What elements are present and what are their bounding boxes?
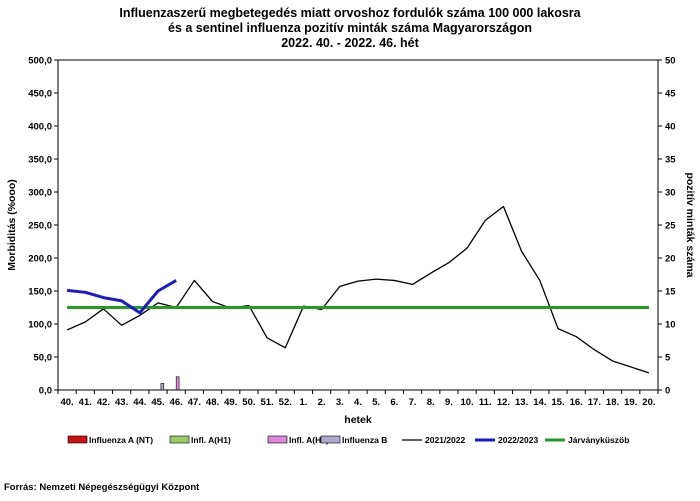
bar [175,376,180,391]
y-right-tick-label: 40 [665,122,676,133]
legend-label: Járványküszöb [568,435,629,445]
line-series-group [66,205,650,374]
y-axis-left-label: Morbiditás (%ooo) [6,179,18,271]
y-right-tick-label: 50 [665,56,676,67]
x-axis-label: hetek [344,414,372,426]
x-tick-label: 12. [497,397,510,408]
y-axis-left: 0,0 50,0 100,0 150,0 200,0 250,0 300,0 350,0 400… [28,56,58,397]
y-left-tick-label: 500,0 [28,56,52,67]
legend-label: Influenza B [342,435,387,445]
y-right-tick-label: 35 [665,155,676,166]
y-right-tick-label: 30 [665,188,676,199]
y-right-tick-label: 45 [665,89,676,100]
x-tick-label: 42. [97,397,110,408]
legend-label: 2021/2022 [425,435,465,445]
legend-label: Influenza A (NT) [89,435,153,445]
x-tick-label: 3. [336,397,344,408]
y-axis-right: 0 5 10 15 20 25 30 35 40 45 50 [658,56,676,397]
legend-label: 2022/2023 [498,435,538,445]
x-tick-label: 16. [570,397,583,408]
y-right-tick-label: 5 [665,353,671,364]
legend-swatch [267,435,288,444]
y-right-tick-label: 25 [665,221,676,232]
y-left-tick-label: 350,0 [28,155,52,166]
x-tick-label: 2. [318,397,326,408]
title-line-1: Influenzaszerű megbetegedés miatt orvosh… [119,6,581,20]
y-left-tick-label: 50,0 [34,353,53,364]
x-tick-label: 49. [224,397,237,408]
y-right-tick-label: 20 [665,254,676,265]
legend-label: Infl. A(H1) [191,435,231,445]
x-tick-label: 15. [551,397,564,408]
x-tick-label: 7. [409,397,417,408]
x-tick-label: 4. [354,397,362,408]
x-tick-label: 11. [479,397,492,408]
y-left-tick-label: 450,0 [28,89,52,100]
x-tick-label: 5. [372,397,380,408]
legend-swatch [67,435,88,444]
y-right-tick-label: 0 [665,386,670,397]
x-tick-label: 14. [533,397,546,408]
x-tick-label: 9. [445,397,453,408]
bar [160,383,165,391]
y-left-tick-label: 0,0 [39,386,52,397]
x-tick-label: 51. [260,397,273,408]
x-tick-label: 41. [79,397,92,408]
y-left-tick-label: 150,0 [28,287,52,298]
x-tick-label: 45. [151,397,164,408]
x-tick-label: 20. [642,397,655,408]
x-tick-label: 1. [299,397,307,408]
x-tick-label: 52. [279,397,292,408]
x-tick-label: 44. [133,397,146,408]
x-tick-label: 19. [624,397,637,408]
line-2022-2023 [66,279,177,315]
x-tick-label: 46. [170,397,183,408]
title-line-3: 2022. 40. - 2022. 46. hét [281,36,419,50]
x-axis: 40. 41. 42. 43. 44. 45. 46. 47. 48. 49. 50. 51. 52. 1… [57,390,659,408]
x-tick-label: 40. [60,397,73,408]
chart-title: Influenzaszerű megbetegedés miatt orvosh… [119,6,581,50]
x-tick-label: 8. [427,397,435,408]
plot-area [57,59,659,391]
title-line-2: és a sentinel influenza pozitív minták s… [168,21,532,35]
y-axis-right-label: pozitív minták száma [684,172,696,277]
y-right-tick-label: 10 [665,320,676,331]
y-left-tick-label: 250,0 [28,221,52,232]
x-tick-label: 43. [115,397,128,408]
y-right-tick-label: 15 [665,287,676,298]
y-left-tick-label: 400,0 [28,122,52,133]
x-tick-label: 13. [515,397,528,408]
legend: Influenza A (NT) Infl. A(H1) Infl. A(H3) In… [67,435,629,445]
x-tick-label: 17. [588,397,601,408]
y-left-tick-label: 200,0 [28,254,52,265]
legend-swatch [320,435,341,444]
x-tick-label: 48. [206,397,219,408]
y-left-tick-label: 300,0 [28,188,52,199]
x-tick-label: 47. [188,397,201,408]
x-tick-label: 18. [606,397,619,408]
x-tick-label: 50. [242,397,255,408]
line-2021-2022 [66,205,650,374]
y-left-tick-label: 100,0 [28,320,52,331]
x-tick-label: 6. [390,397,398,408]
source-note: Forrás: Nemzeti Népegészségügyi Központ [4,482,200,493]
bar-series-group [160,376,180,391]
legend-label: Infl. A(H3) [289,435,329,445]
legend-swatch [169,435,190,444]
x-tick-label: 10. [460,397,473,408]
